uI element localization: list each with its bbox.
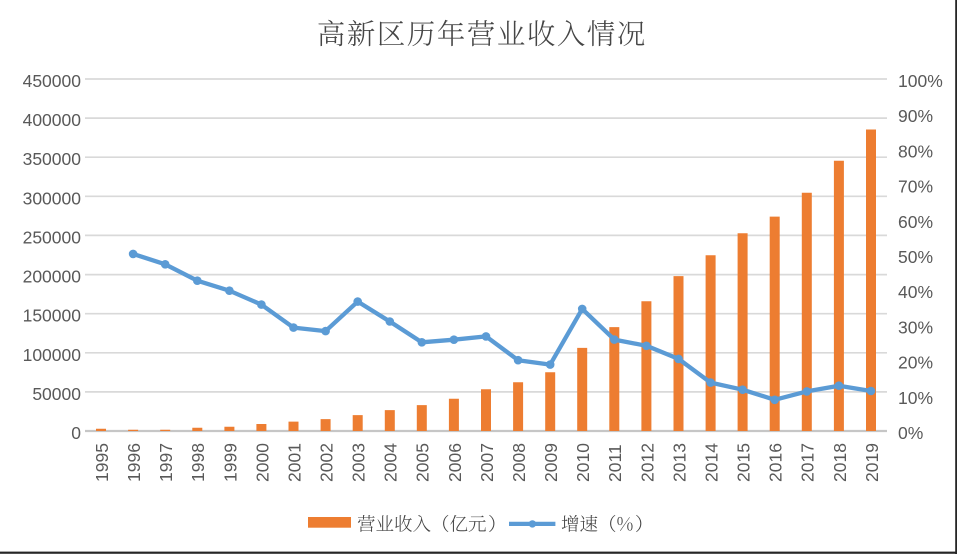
svg-text:1996: 1996 bbox=[124, 443, 144, 482]
svg-text:1999: 1999 bbox=[220, 443, 240, 482]
svg-text:100%: 100% bbox=[898, 71, 943, 91]
svg-text:2008: 2008 bbox=[509, 443, 529, 482]
svg-text:100000: 100000 bbox=[23, 345, 82, 365]
svg-text:40%: 40% bbox=[898, 282, 933, 302]
svg-text:50000: 50000 bbox=[32, 384, 81, 404]
svg-text:2007: 2007 bbox=[477, 443, 497, 482]
svg-text:60%: 60% bbox=[898, 212, 933, 232]
svg-text:2003: 2003 bbox=[349, 443, 369, 482]
svg-text:2012: 2012 bbox=[637, 443, 657, 482]
svg-text:150000: 150000 bbox=[23, 306, 82, 326]
svg-text:2011: 2011 bbox=[605, 444, 625, 482]
svg-text:30%: 30% bbox=[898, 317, 933, 337]
svg-text:450000: 450000 bbox=[23, 71, 82, 91]
svg-text:10%: 10% bbox=[898, 388, 933, 408]
svg-text:2010: 2010 bbox=[573, 443, 593, 482]
svg-text:2019: 2019 bbox=[862, 443, 882, 482]
svg-text:0%: 0% bbox=[898, 423, 923, 443]
svg-text:2001: 2001 bbox=[284, 443, 304, 482]
svg-text:90%: 90% bbox=[898, 106, 933, 126]
svg-text:250000: 250000 bbox=[23, 227, 82, 247]
svg-text:2017: 2017 bbox=[798, 443, 818, 482]
svg-text:2002: 2002 bbox=[317, 443, 337, 482]
svg-text:20%: 20% bbox=[898, 353, 933, 373]
svg-text:2015: 2015 bbox=[734, 443, 754, 482]
svg-text:1998: 1998 bbox=[188, 443, 208, 482]
svg-text:70%: 70% bbox=[898, 177, 933, 197]
svg-text:1997: 1997 bbox=[156, 443, 176, 482]
svg-text:2009: 2009 bbox=[541, 443, 561, 482]
svg-text:2014: 2014 bbox=[702, 443, 722, 482]
svg-text:2006: 2006 bbox=[445, 443, 465, 482]
svg-text:300000: 300000 bbox=[23, 188, 82, 208]
svg-text:2013: 2013 bbox=[669, 443, 689, 482]
svg-text:2000: 2000 bbox=[252, 443, 272, 482]
svg-text:2016: 2016 bbox=[766, 443, 786, 482]
svg-text:2005: 2005 bbox=[413, 443, 433, 482]
svg-text:80%: 80% bbox=[898, 141, 933, 161]
svg-text:50%: 50% bbox=[898, 247, 933, 267]
svg-text:350000: 350000 bbox=[23, 149, 82, 169]
svg-text:400000: 400000 bbox=[23, 110, 82, 130]
svg-text:200000: 200000 bbox=[23, 267, 82, 287]
svg-text:1995: 1995 bbox=[92, 443, 112, 482]
svg-text:0: 0 bbox=[71, 423, 81, 443]
svg-text:2018: 2018 bbox=[830, 443, 850, 482]
svg-text:2004: 2004 bbox=[381, 443, 401, 482]
